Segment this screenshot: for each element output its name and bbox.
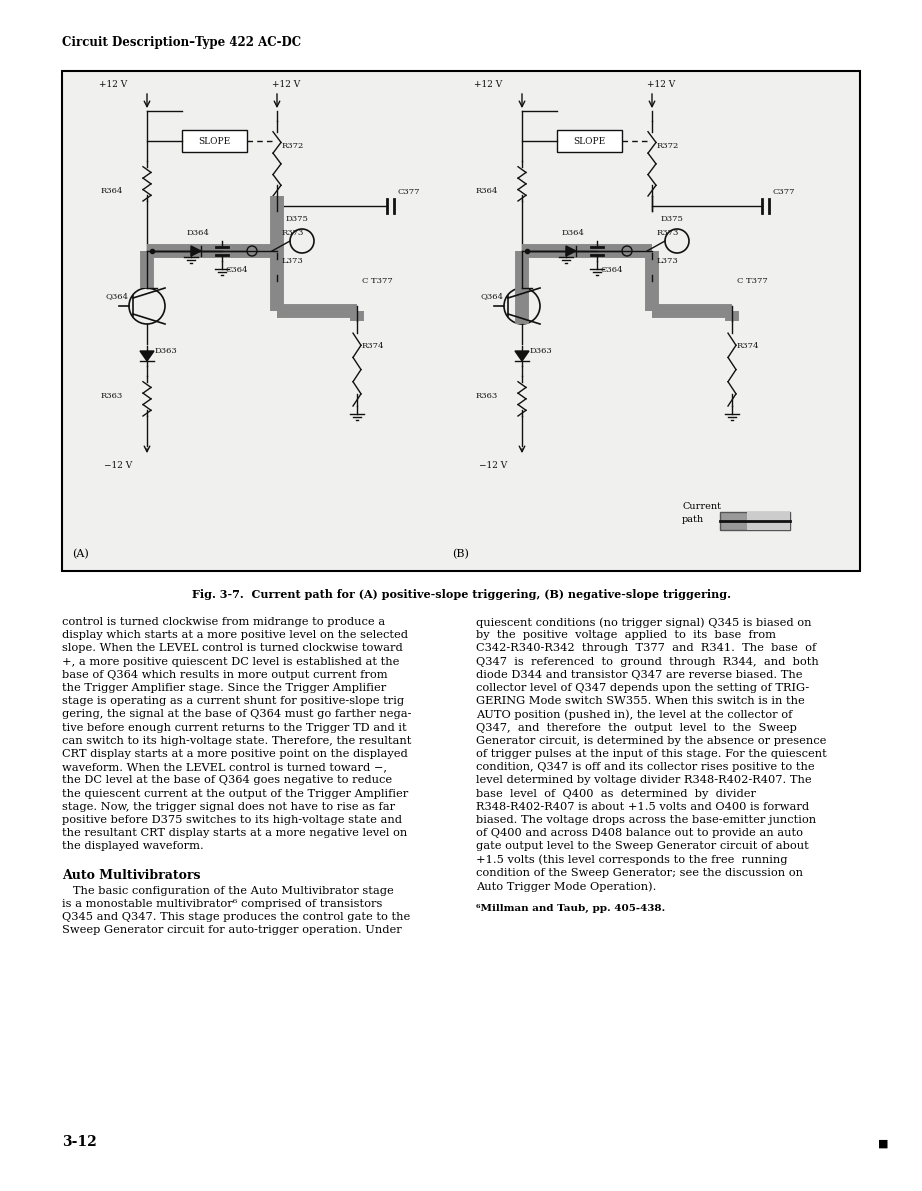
Text: tive before enough current returns to the Trigger TD and it: tive before enough current returns to th… (62, 723, 407, 732)
Text: gering, the signal at the base of Q364 must go farther nega-: gering, the signal at the base of Q364 m… (62, 710, 411, 719)
Text: condition of the Sweep Generator; see the discussion on: condition of the Sweep Generator; see th… (476, 868, 803, 878)
Text: The basic configuration of the Auto Multivibrator stage: The basic configuration of the Auto Mult… (62, 886, 394, 896)
Text: slope. When the LEVEL control is turned clockwise toward: slope. When the LEVEL control is turned … (62, 643, 403, 654)
Text: stage is operating as a current shunt for positive-slope trig: stage is operating as a current shunt fo… (62, 697, 404, 706)
Text: SLOPE: SLOPE (198, 137, 230, 145)
Text: +12 V: +12 V (272, 80, 301, 89)
Text: R373: R373 (657, 229, 680, 237)
Text: R374: R374 (362, 342, 384, 350)
Text: C T377: C T377 (362, 278, 393, 285)
Text: CRT display starts at a more positive point on the displayed: CRT display starts at a more positive po… (62, 749, 408, 759)
Text: the DC level at the base of Q364 goes negative to reduce: the DC level at the base of Q364 goes ne… (62, 775, 392, 785)
Text: R364: R364 (100, 187, 123, 195)
Text: −12 V: −12 V (479, 461, 507, 470)
Text: Q364: Q364 (105, 292, 128, 300)
Text: 3-12: 3-12 (62, 1135, 97, 1149)
Text: R374: R374 (737, 342, 760, 350)
Text: C T377: C T377 (737, 278, 768, 285)
Polygon shape (140, 351, 154, 361)
Text: positive before D375 switches to its high-voltage state and: positive before D375 switches to its hig… (62, 815, 402, 825)
Text: C342-R340-R342  through  T377  and  R341.  The  base  of: C342-R340-R342 through T377 and R341. Th… (476, 643, 816, 654)
Text: +12 V: +12 V (474, 80, 502, 89)
Text: base  level  of  Q400  as  determined  by  divider: base level of Q400 as determined by divi… (476, 788, 756, 799)
Text: waveform. When the LEVEL control is turned toward −,: waveform. When the LEVEL control is turn… (62, 762, 387, 772)
Text: L373: L373 (282, 257, 303, 266)
Text: C364: C364 (225, 266, 247, 274)
Text: level determined by voltage divider R348-R402-R407. The: level determined by voltage divider R348… (476, 775, 811, 785)
Text: R348-R402-R407 is about +1.5 volts and O400 is forward: R348-R402-R407 is about +1.5 volts and O… (476, 802, 810, 812)
Text: Auto Trigger Mode Operation).: Auto Trigger Mode Operation). (476, 881, 656, 892)
Text: R372: R372 (282, 142, 304, 150)
Text: (B): (B) (452, 549, 469, 559)
Text: +, a more positive quiescent DC level is established at the: +, a more positive quiescent DC level is… (62, 656, 399, 667)
Text: control is turned clockwise from midrange to produce a: control is turned clockwise from midrang… (62, 617, 385, 626)
Text: ⁶Millman and Taub, pp. 405-438.: ⁶Millman and Taub, pp. 405-438. (476, 904, 666, 913)
Text: stage. Now, the trigger signal does not have to rise as far: stage. Now, the trigger signal does not … (62, 802, 396, 812)
Text: D375: D375 (286, 216, 309, 223)
Text: display which starts at a more positive level on the selected: display which starts at a more positive … (62, 630, 408, 641)
Text: biased. The voltage drops across the base-emitter junction: biased. The voltage drops across the bas… (476, 815, 816, 825)
Text: Generator circuit, is determined by the absence or presence: Generator circuit, is determined by the … (476, 736, 826, 746)
Polygon shape (515, 351, 529, 361)
Text: Current: Current (682, 501, 721, 511)
Text: of Q400 and across D408 balance out to provide an auto: of Q400 and across D408 balance out to p… (476, 828, 803, 838)
Text: diode D344 and transistor Q347 are reverse biased. The: diode D344 and transistor Q347 are rever… (476, 669, 802, 680)
Text: collector level of Q347 depends upon the setting of TRIG-: collector level of Q347 depends upon the… (476, 682, 810, 693)
Text: condition, Q347 is off and its collector rises positive to the: condition, Q347 is off and its collector… (476, 762, 815, 772)
Text: the displayed waveform.: the displayed waveform. (62, 841, 204, 852)
Bar (182, 130, 247, 152)
Text: D363: D363 (530, 347, 553, 355)
Bar (62, 71, 860, 570)
Text: C377: C377 (397, 188, 420, 197)
Text: −12 V: −12 V (104, 461, 132, 470)
Text: R372: R372 (657, 142, 680, 150)
Text: R363: R363 (476, 392, 498, 400)
Text: the quiescent current at the output of the Trigger Amplifier: the quiescent current at the output of t… (62, 788, 408, 799)
Text: +12 V: +12 V (647, 80, 675, 89)
Text: Q347,  and  therefore  the  output  level  to  the  Sweep: Q347, and therefore the output level to … (476, 723, 797, 732)
Bar (557, 130, 622, 152)
Text: SLOPE: SLOPE (573, 137, 606, 145)
Text: quiescent conditions (no trigger signal) Q345 is biased on: quiescent conditions (no trigger signal)… (476, 617, 811, 628)
Text: R373: R373 (282, 229, 304, 237)
Text: AUTO position (pushed in), the level at the collector of: AUTO position (pushed in), the level at … (476, 710, 792, 721)
Text: the resultant CRT display starts at a more negative level on: the resultant CRT display starts at a mo… (62, 828, 408, 838)
Text: D364: D364 (187, 229, 210, 237)
Text: of trigger pulses at the input of this stage. For the quiescent: of trigger pulses at the input of this s… (476, 749, 827, 759)
Text: Q345 and Q347. This stage produces the control gate to the: Q345 and Q347. This stage produces the c… (62, 912, 410, 922)
Text: gate output level to the Sweep Generator circuit of about: gate output level to the Sweep Generator… (476, 841, 809, 852)
Text: Fig. 3-7.  Current path for (A) positive-slope triggering, (B) negative-slope tr: Fig. 3-7. Current path for (A) positive-… (192, 590, 730, 600)
Text: Q347  is  referenced  to  ground  through  R344,  and  both: Q347 is referenced to ground through R34… (476, 656, 819, 667)
Text: Auto Multivibrators: Auto Multivibrators (62, 868, 200, 881)
Text: L373: L373 (657, 257, 679, 266)
Text: D375: D375 (661, 216, 684, 223)
Bar (747, 512, 790, 530)
Text: R363: R363 (100, 392, 123, 400)
Text: C364: C364 (600, 266, 622, 274)
Polygon shape (191, 247, 201, 256)
Bar (720, 512, 790, 530)
Text: R364: R364 (476, 187, 498, 195)
Text: Circuit Description–Type 422 AC-DC: Circuit Description–Type 422 AC-DC (62, 36, 301, 49)
Text: D363: D363 (155, 347, 178, 355)
Text: GERING Mode switch SW355. When this switch is in the: GERING Mode switch SW355. When this swit… (476, 697, 805, 706)
Text: +12 V: +12 V (99, 80, 127, 89)
Text: is a monostable multivibrator⁶ comprised of transistors: is a monostable multivibrator⁶ comprised… (62, 899, 383, 909)
Text: base of Q364 which results in more output current from: base of Q364 which results in more outpu… (62, 669, 387, 680)
Text: Q364: Q364 (480, 292, 503, 300)
Text: can switch to its high-voltage state. Therefore, the resultant: can switch to its high-voltage state. Th… (62, 736, 411, 746)
Text: Sweep Generator circuit for auto-trigger operation. Under: Sweep Generator circuit for auto-trigger… (62, 925, 402, 935)
Text: (A): (A) (72, 549, 89, 559)
Text: by  the  positive  voltage  applied  to  its  base  from: by the positive voltage applied to its b… (476, 630, 776, 641)
Text: path: path (682, 515, 704, 524)
Text: the Trigger Amplifier stage. Since the Trigger Amplifier: the Trigger Amplifier stage. Since the T… (62, 682, 386, 693)
Text: D364: D364 (562, 229, 585, 237)
Text: C377: C377 (772, 188, 795, 197)
Text: +1.5 volts (this level corresponds to the free  running: +1.5 volts (this level corresponds to th… (476, 855, 787, 865)
Text: ■: ■ (878, 1139, 889, 1149)
Polygon shape (566, 247, 576, 256)
